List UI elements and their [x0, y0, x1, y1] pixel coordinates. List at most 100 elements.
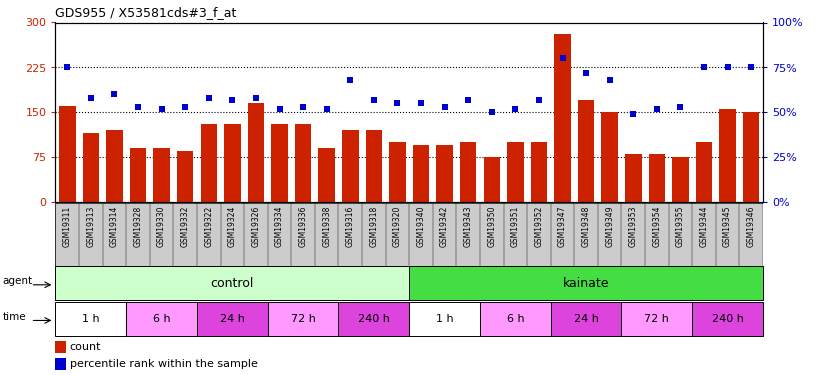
Point — [462, 97, 475, 103]
Bar — [197, 302, 268, 336]
Bar — [339, 302, 409, 336]
Text: GSM19342: GSM19342 — [440, 206, 449, 247]
Text: 6 h: 6 h — [507, 314, 524, 324]
Point — [202, 95, 215, 101]
Bar — [106, 130, 122, 203]
Bar — [318, 148, 335, 202]
Point — [698, 64, 711, 70]
Bar — [153, 148, 170, 202]
Text: GSM19328: GSM19328 — [134, 206, 143, 247]
Bar — [201, 124, 217, 202]
Text: GSM19352: GSM19352 — [534, 206, 543, 247]
Point — [650, 106, 663, 112]
Text: GSM19350: GSM19350 — [487, 206, 496, 247]
Text: GSM19343: GSM19343 — [463, 206, 472, 247]
Text: GSM19349: GSM19349 — [605, 206, 614, 247]
Point — [579, 70, 592, 76]
Text: GSM19334: GSM19334 — [275, 206, 284, 247]
Bar — [271, 124, 288, 202]
Text: GSM19330: GSM19330 — [157, 206, 166, 247]
Bar — [578, 100, 594, 202]
Bar — [460, 142, 477, 202]
Bar — [409, 302, 480, 336]
Point — [556, 56, 569, 62]
Text: 1 h: 1 h — [436, 314, 454, 324]
Text: kainate: kainate — [563, 277, 610, 290]
Text: 72 h: 72 h — [645, 314, 669, 324]
Bar — [622, 302, 692, 336]
Point — [721, 64, 734, 70]
Point — [108, 92, 121, 98]
Bar — [55, 302, 126, 336]
Bar — [177, 152, 193, 202]
Bar — [743, 112, 760, 202]
Text: GSM19336: GSM19336 — [299, 206, 308, 247]
Point — [367, 97, 380, 103]
Bar — [268, 302, 339, 336]
Point — [627, 111, 640, 117]
Text: GSM19332: GSM19332 — [180, 206, 189, 247]
Point — [60, 64, 73, 70]
Text: GSM19346: GSM19346 — [747, 206, 756, 247]
Bar — [554, 34, 570, 203]
Text: GSM19326: GSM19326 — [251, 206, 260, 247]
Text: GDS955 / X53581cds#3_f_at: GDS955 / X53581cds#3_f_at — [55, 6, 237, 19]
Text: GSM19313: GSM19313 — [86, 206, 95, 247]
Bar — [59, 106, 76, 202]
Text: GSM19345: GSM19345 — [723, 206, 732, 247]
Text: GSM19347: GSM19347 — [558, 206, 567, 247]
Bar — [130, 148, 146, 202]
Point — [603, 77, 616, 83]
Text: control: control — [211, 277, 254, 290]
Text: GSM19314: GSM19314 — [110, 206, 119, 247]
Bar — [55, 266, 409, 300]
Bar — [601, 112, 618, 202]
Text: GSM19338: GSM19338 — [322, 206, 331, 247]
Bar — [82, 134, 99, 202]
Bar — [625, 154, 641, 203]
Bar — [413, 146, 429, 202]
Point — [344, 77, 357, 83]
Point — [273, 106, 286, 112]
Text: GSM19322: GSM19322 — [204, 206, 213, 247]
Bar — [507, 142, 524, 202]
Text: GSM19316: GSM19316 — [346, 206, 355, 247]
Text: percentile rank within the sample: percentile rank within the sample — [70, 359, 258, 369]
Point — [532, 97, 545, 103]
Text: 240 h: 240 h — [712, 314, 743, 324]
Bar — [649, 154, 665, 203]
Text: agent: agent — [2, 276, 33, 286]
Bar — [696, 142, 712, 202]
Point — [155, 106, 168, 112]
Bar — [55, 341, 66, 352]
Bar — [672, 158, 689, 203]
Bar — [366, 130, 382, 203]
Point — [296, 104, 309, 110]
Text: 6 h: 6 h — [153, 314, 171, 324]
Text: GSM19348: GSM19348 — [582, 206, 591, 247]
Point — [84, 95, 97, 101]
Bar — [126, 302, 197, 336]
Bar — [295, 124, 312, 202]
Text: 24 h: 24 h — [574, 314, 598, 324]
Bar — [55, 358, 66, 370]
Text: GSM19353: GSM19353 — [629, 206, 638, 247]
Text: GSM19344: GSM19344 — [699, 206, 708, 247]
Point — [745, 64, 758, 70]
Point — [320, 106, 333, 112]
Bar — [484, 158, 500, 203]
Text: 24 h: 24 h — [220, 314, 245, 324]
Bar — [530, 142, 548, 202]
Point — [250, 95, 263, 101]
Text: GSM19340: GSM19340 — [416, 206, 425, 247]
Text: 1 h: 1 h — [82, 314, 100, 324]
Text: GSM19324: GSM19324 — [228, 206, 237, 247]
Bar — [692, 302, 763, 336]
Text: GSM19320: GSM19320 — [393, 206, 402, 247]
Point — [438, 104, 451, 110]
Bar — [480, 302, 551, 336]
Text: GSM19354: GSM19354 — [652, 206, 661, 247]
Bar — [551, 302, 622, 336]
Bar — [409, 266, 763, 300]
Bar — [224, 124, 241, 202]
